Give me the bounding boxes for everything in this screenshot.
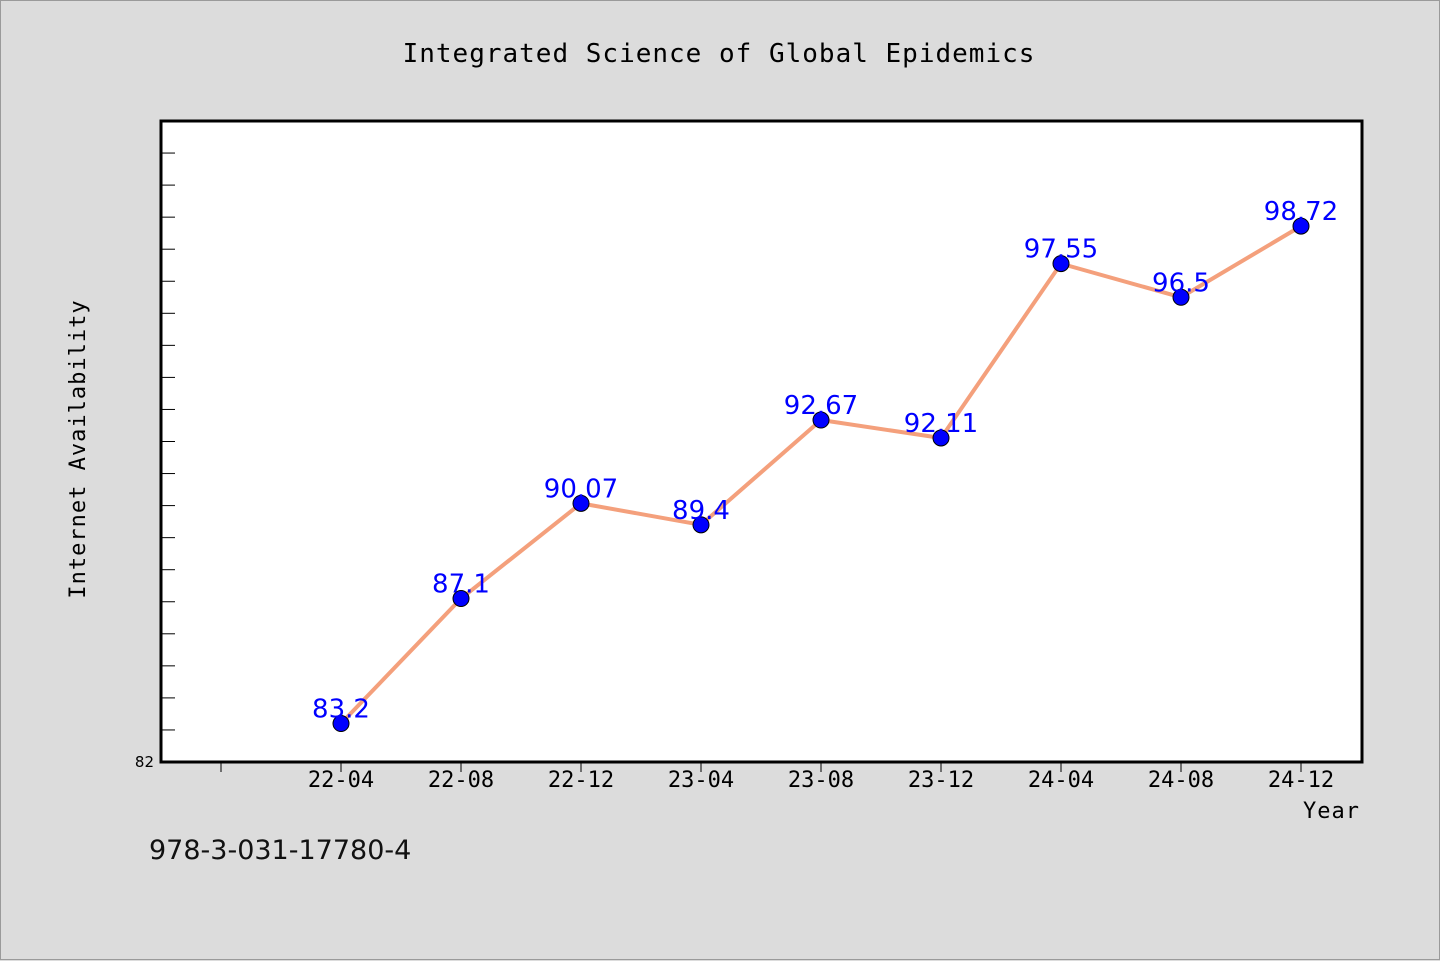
data-label: 92.67 [784, 391, 858, 421]
data-point [692, 516, 710, 534]
x-tick-label: 24-12 [1268, 768, 1334, 793]
x-tick-label: 22-08 [428, 768, 494, 793]
x-tick-label: 24-04 [1028, 768, 1094, 793]
y-axis-ticks [161, 152, 175, 731]
x-tick-label: 22-04 [308, 768, 374, 793]
x-tick-label: 23-08 [788, 768, 854, 793]
data-label: 87.1 [432, 570, 490, 600]
data-label: 89.4 [672, 496, 730, 526]
data-markers [332, 217, 1310, 733]
data-labels: 83.2 87.1 90.07 89.4 92.67 92.11 97.55 96.5 98.7… [312, 197, 1338, 724]
data-point [1292, 217, 1310, 235]
x-tick-labels: 22-04 22-08 22-12 23-04 23-08 23-12 24-04 24-08… [308, 768, 1334, 793]
data-label: 96.5 [1152, 268, 1210, 298]
x-axis-label: Year [1303, 799, 1360, 824]
x-tick-label: 23-04 [668, 768, 734, 793]
chart-title: Integrated Science of Global Epidemics [403, 39, 1036, 69]
data-label: 92.11 [904, 409, 978, 439]
x-tick-label: 22-12 [548, 768, 614, 793]
data-label: 97.55 [1024, 235, 1098, 265]
x-tick-label: 23-12 [908, 768, 974, 793]
data-point [452, 590, 470, 608]
data-point [1052, 255, 1070, 273]
plot-area [159, 119, 1364, 764]
data-point [812, 411, 830, 429]
data-point [1172, 288, 1190, 306]
x-tick-label: 24-08 [1148, 768, 1214, 793]
data-label: 90.07 [544, 474, 618, 504]
data-point [932, 429, 950, 447]
data-point [572, 494, 590, 512]
y-tick-label: 82 [135, 753, 154, 771]
data-label: 98.72 [1264, 197, 1338, 227]
data-label: 83.2 [312, 695, 370, 725]
isbn-code: 978-3-031-17780-4 [149, 835, 412, 866]
x-axis-ticks [220, 762, 1302, 772]
data-point [332, 715, 350, 733]
y-axis-label: Internet Availability [66, 299, 91, 598]
